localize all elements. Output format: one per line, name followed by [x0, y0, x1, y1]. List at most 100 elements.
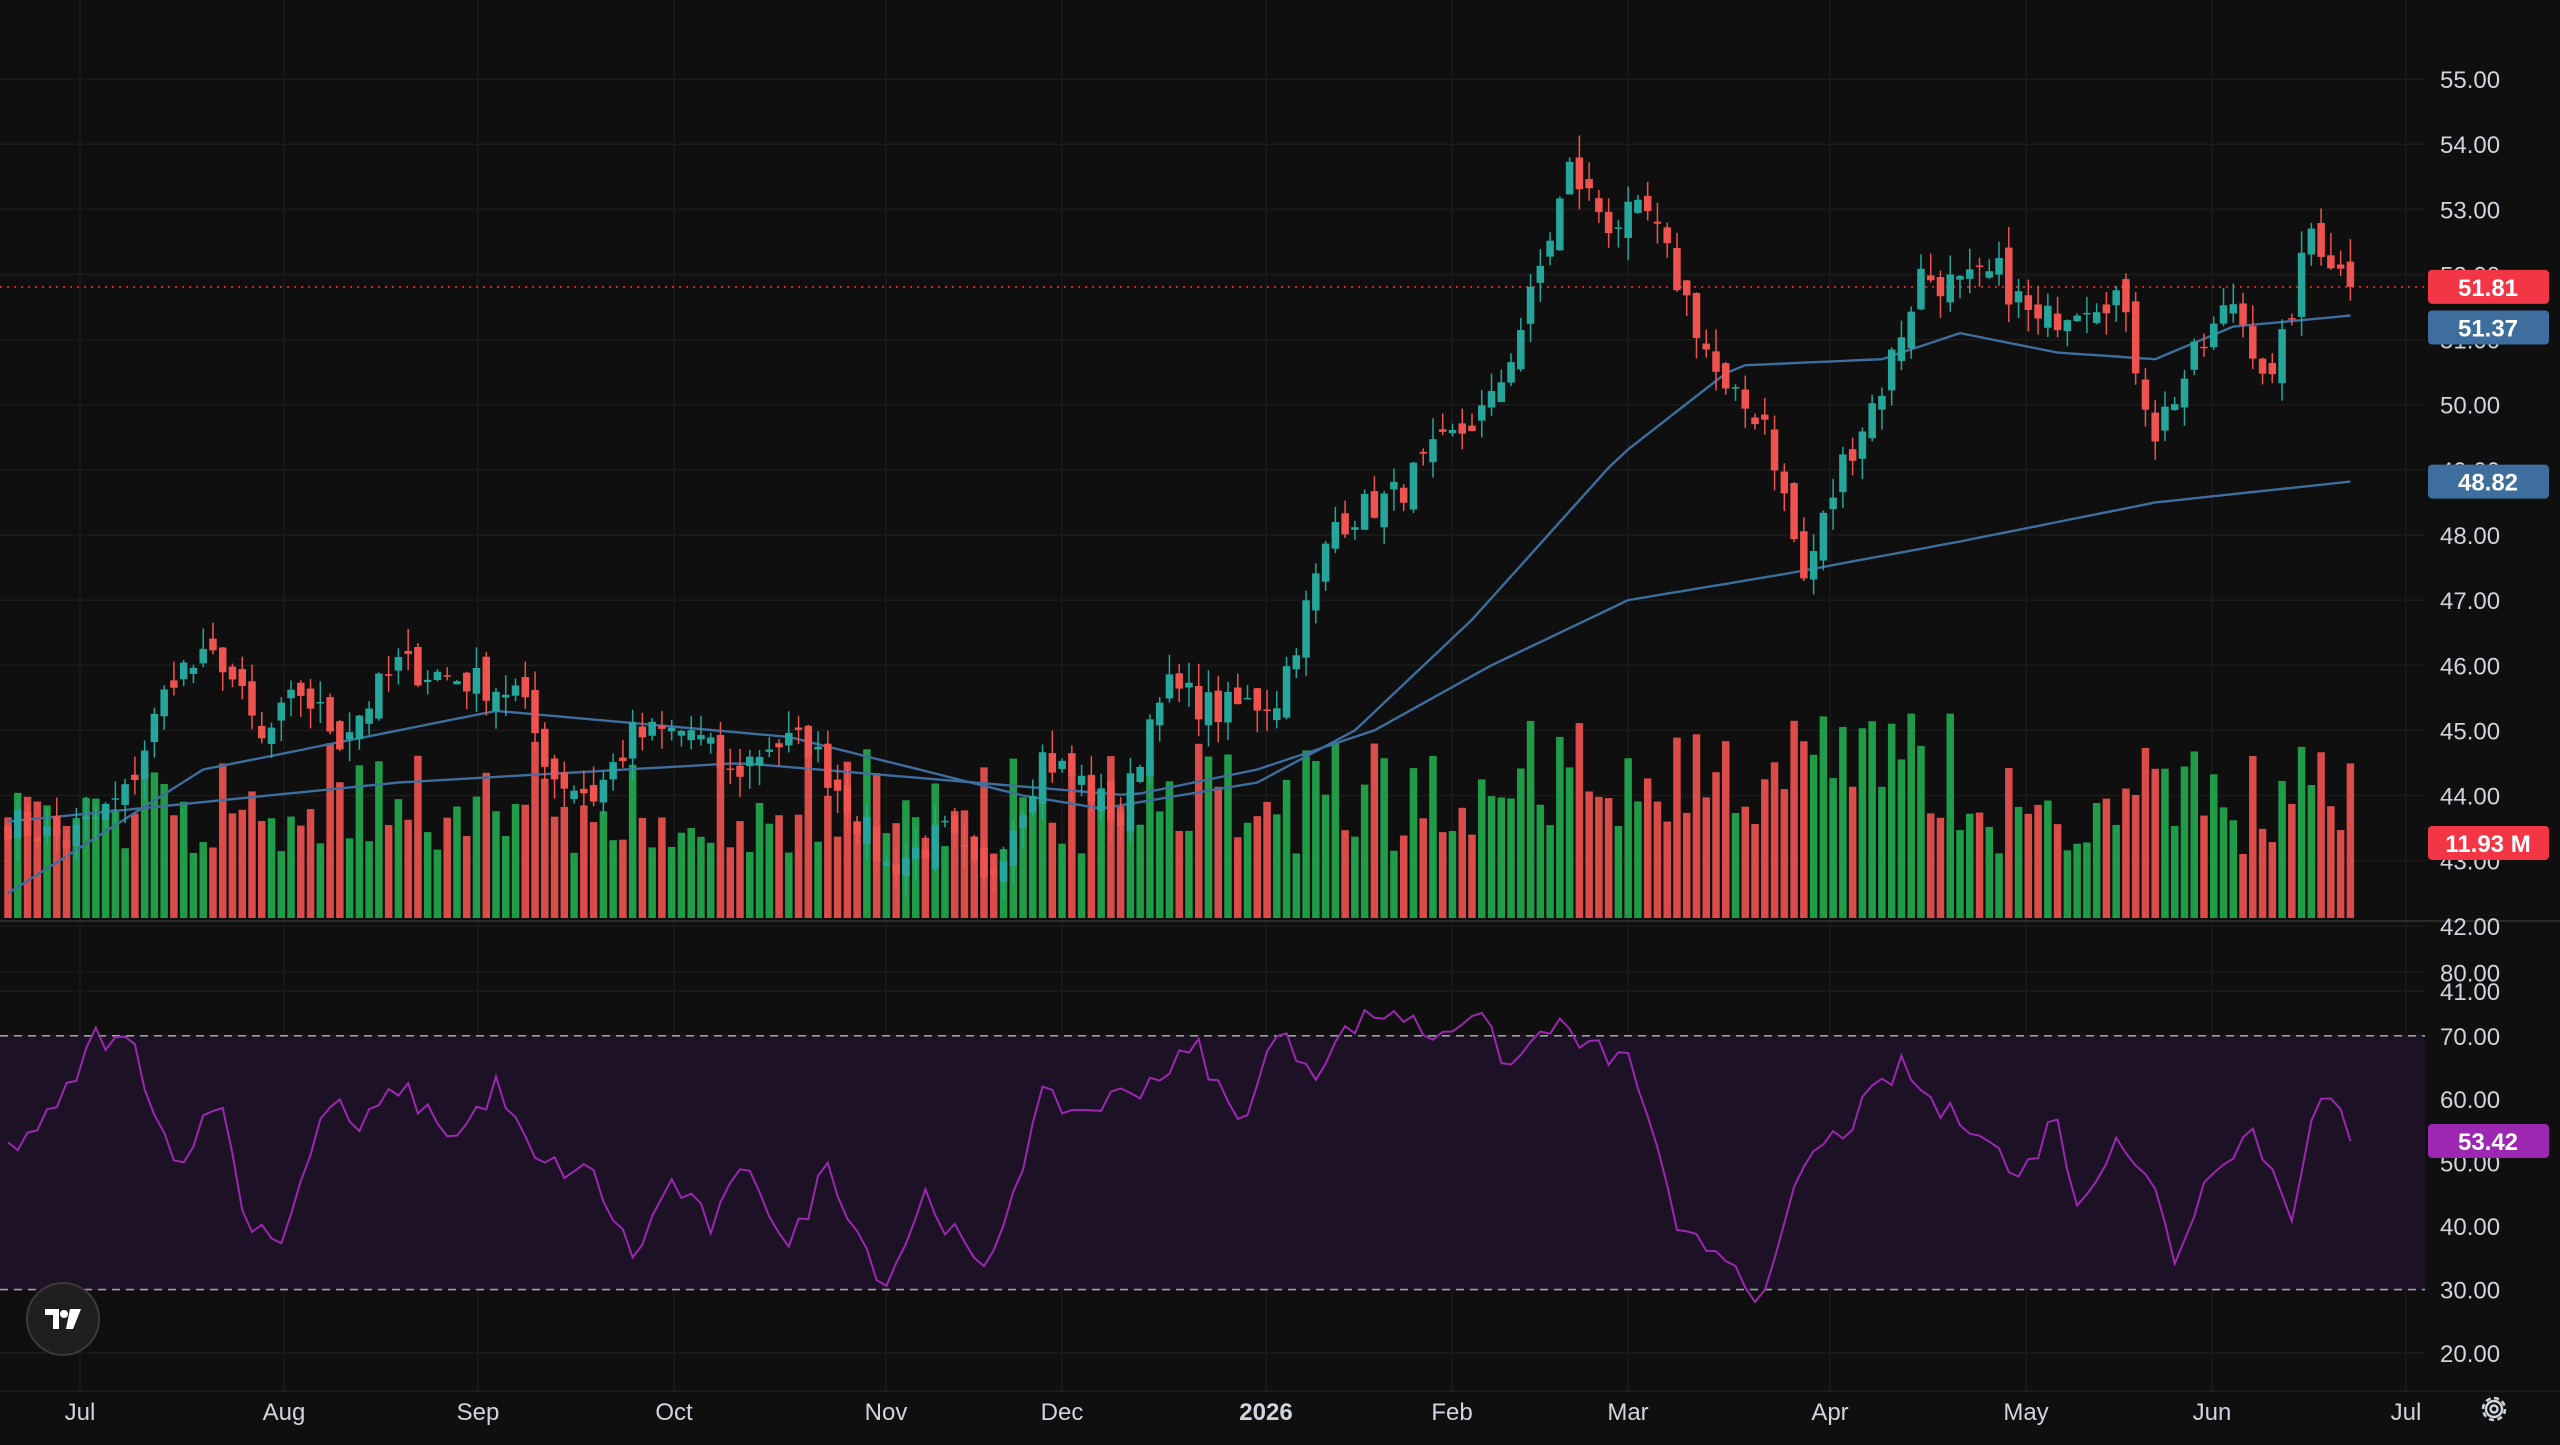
candle-body: [131, 774, 139, 781]
candle-body: [2141, 379, 2150, 410]
candle-body: [1038, 752, 1047, 804]
candle-body: [521, 677, 530, 698]
candle-body: [804, 725, 813, 758]
volume-bar: [1321, 794, 1330, 918]
candle-body: [1107, 780, 1115, 822]
volume-bar: [599, 811, 608, 918]
candle-body: [1029, 796, 1037, 813]
candle-body: [1048, 753, 1057, 773]
volume-bar: [804, 741, 813, 918]
candle-body: [1956, 275, 1964, 280]
price-tick-label: 55.00: [2440, 67, 2500, 94]
volume-bar: [2122, 788, 2130, 918]
settings-gear-icon[interactable]: [2477, 1392, 2511, 1426]
volume-bar: [297, 825, 305, 918]
candle-body: [843, 785, 852, 815]
last-price-tag-label: 51.81: [2458, 275, 2518, 302]
volume-bar: [92, 798, 100, 918]
volume-bar: [306, 809, 315, 918]
volume-bar: [1517, 768, 1525, 918]
volume-bar: [1819, 716, 1828, 918]
volume-bar: [53, 821, 61, 918]
volume-bar: [199, 842, 207, 918]
volume-bar: [2014, 806, 2023, 918]
candle-body: [960, 844, 969, 847]
candle-body: [872, 826, 881, 861]
candle-body: [1146, 719, 1154, 776]
price-tick-label: 46.00: [2440, 653, 2500, 680]
volume-bar: [1565, 767, 1574, 918]
candle-body: [2317, 223, 2325, 257]
candle-body: [160, 689, 168, 717]
candle-body: [1966, 269, 1974, 279]
time-tick-label: Jul: [2391, 1399, 2422, 1426]
volume-bar: [1526, 720, 1535, 918]
volume-bar: [150, 772, 159, 918]
candle-body: [550, 758, 559, 780]
tradingview-logo[interactable]: [26, 1282, 100, 1356]
candle-body: [1868, 403, 1876, 439]
volume-bar: [433, 849, 442, 918]
volume-bar: [1458, 807, 1466, 918]
candle-body: [101, 804, 110, 821]
volume-bar: [218, 763, 227, 918]
volume-bar: [726, 847, 734, 918]
candle-body: [267, 727, 276, 744]
candle-body: [1185, 682, 1193, 688]
volume-bar: [23, 796, 32, 918]
candle-body: [1985, 271, 1994, 278]
volume-bar: [1126, 797, 1135, 918]
candle-body: [287, 689, 295, 699]
volume-bar: [1302, 750, 1310, 918]
volume-bar: [1468, 834, 1476, 918]
volume-bar: [736, 821, 744, 918]
volume-tag-bg: [2428, 826, 2549, 860]
volume-bar: [1068, 766, 1076, 918]
volume-bar: [1438, 832, 1447, 918]
candle-body: [4, 826, 12, 840]
volume-bar: [1751, 823, 1759, 918]
volume-bar: [414, 755, 422, 918]
candle-body: [170, 680, 178, 688]
candle-body: [1282, 666, 1291, 718]
volume-bar: [1478, 779, 1486, 918]
volume-bar: [101, 803, 110, 918]
volume-bar: [2200, 815, 2208, 918]
candle-body: [1643, 195, 1652, 212]
candle-body: [1497, 382, 1506, 403]
volume-bar: [1956, 830, 1964, 918]
volume-bar: [111, 809, 120, 918]
volume-bar: [2170, 825, 2179, 918]
candle-body: [2239, 303, 2247, 325]
candle-body: [716, 735, 725, 769]
candle-body: [1546, 240, 1554, 257]
volume-bar: [423, 832, 432, 918]
volume-bar: [502, 836, 510, 918]
candle-body: [1682, 280, 1691, 296]
candle-body: [1409, 462, 1418, 510]
volume-bar: [1058, 843, 1066, 918]
candle-body: [570, 790, 578, 800]
candle-body: [726, 768, 734, 770]
candle-body: [1673, 247, 1681, 291]
candle-body: [2258, 358, 2267, 374]
candle-body: [1487, 391, 1496, 408]
candle-body: [2005, 247, 2013, 305]
candle-body: [833, 779, 842, 791]
volume-bar: [1839, 726, 1847, 918]
candle-body: [423, 679, 432, 683]
volume-bar: [336, 782, 344, 918]
volume-bar: [1331, 741, 1340, 918]
candle-body: [1897, 337, 1906, 361]
volume-bar: [131, 813, 139, 918]
volume-bar: [843, 761, 852, 918]
candle-body: [2268, 362, 2277, 375]
candle-body: [1331, 522, 1340, 549]
candle-body: [1829, 497, 1837, 510]
volume-bar: [1243, 822, 1252, 918]
candle-body: [1770, 429, 1779, 471]
time-tick-label: Aug: [263, 1399, 306, 1426]
candle-body: [2034, 304, 2042, 319]
candle-body: [794, 727, 803, 730]
